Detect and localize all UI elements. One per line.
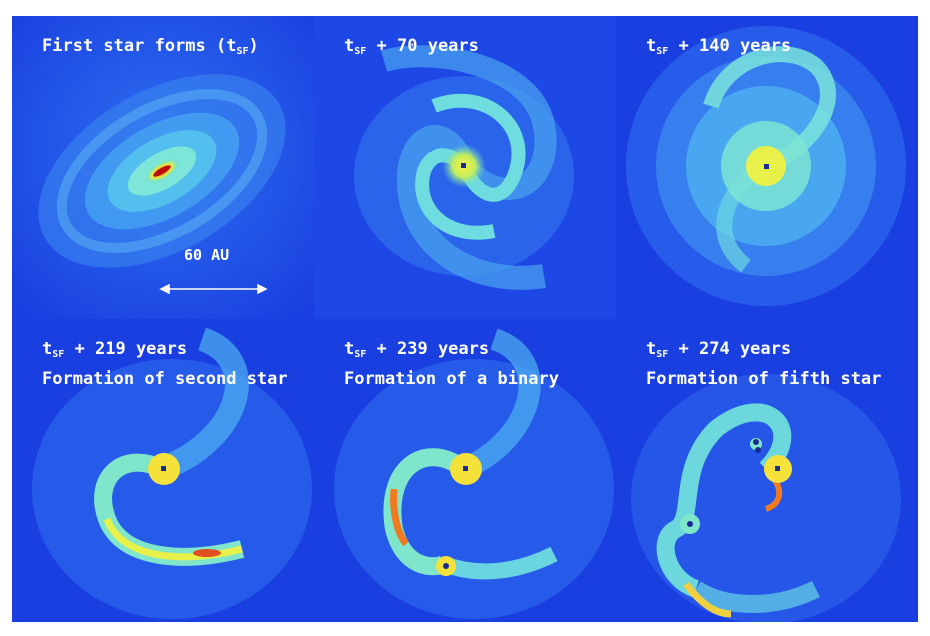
simulation-figure: First star forms (tSF) 60 AU tSF + 70 ye… <box>12 16 918 622</box>
panel-time-label: tSF + 140 years <box>646 36 792 57</box>
panel-70-years: tSF + 70 years <box>314 16 616 319</box>
density-map <box>314 16 616 319</box>
scale-bar-arrow <box>159 283 268 295</box>
panel-caption: Formation of a binary <box>344 369 559 389</box>
panel-caption: Formation of fifth star <box>646 369 882 389</box>
panel-time-label: tSF + 70 years <box>344 36 479 57</box>
density-map <box>314 319 616 622</box>
density-map <box>616 319 918 622</box>
density-map <box>12 319 314 622</box>
density-map <box>616 16 918 319</box>
panel-219-years: tSF + 219 years Formation of second star <box>12 319 314 622</box>
scale-bar-label: 60 AU <box>184 246 230 264</box>
panel-time-label: First star forms (tSF) <box>42 36 259 57</box>
panel-239-years: tSF + 239 years Formation of a binary <box>314 319 616 622</box>
density-map <box>12 16 314 319</box>
panel-time-label: tSF + 274 years <box>646 339 792 360</box>
panel-time-label: tSF + 239 years <box>344 339 490 360</box>
panel-caption: Formation of second star <box>42 369 288 389</box>
panel-140-years: tSF + 140 years <box>616 16 918 319</box>
panel-first-star: First star forms (tSF) 60 AU <box>12 16 314 319</box>
panel-274-years: tSF + 274 years Formation of fifth star <box>616 319 918 622</box>
panel-time-label: tSF + 219 years <box>42 339 188 360</box>
